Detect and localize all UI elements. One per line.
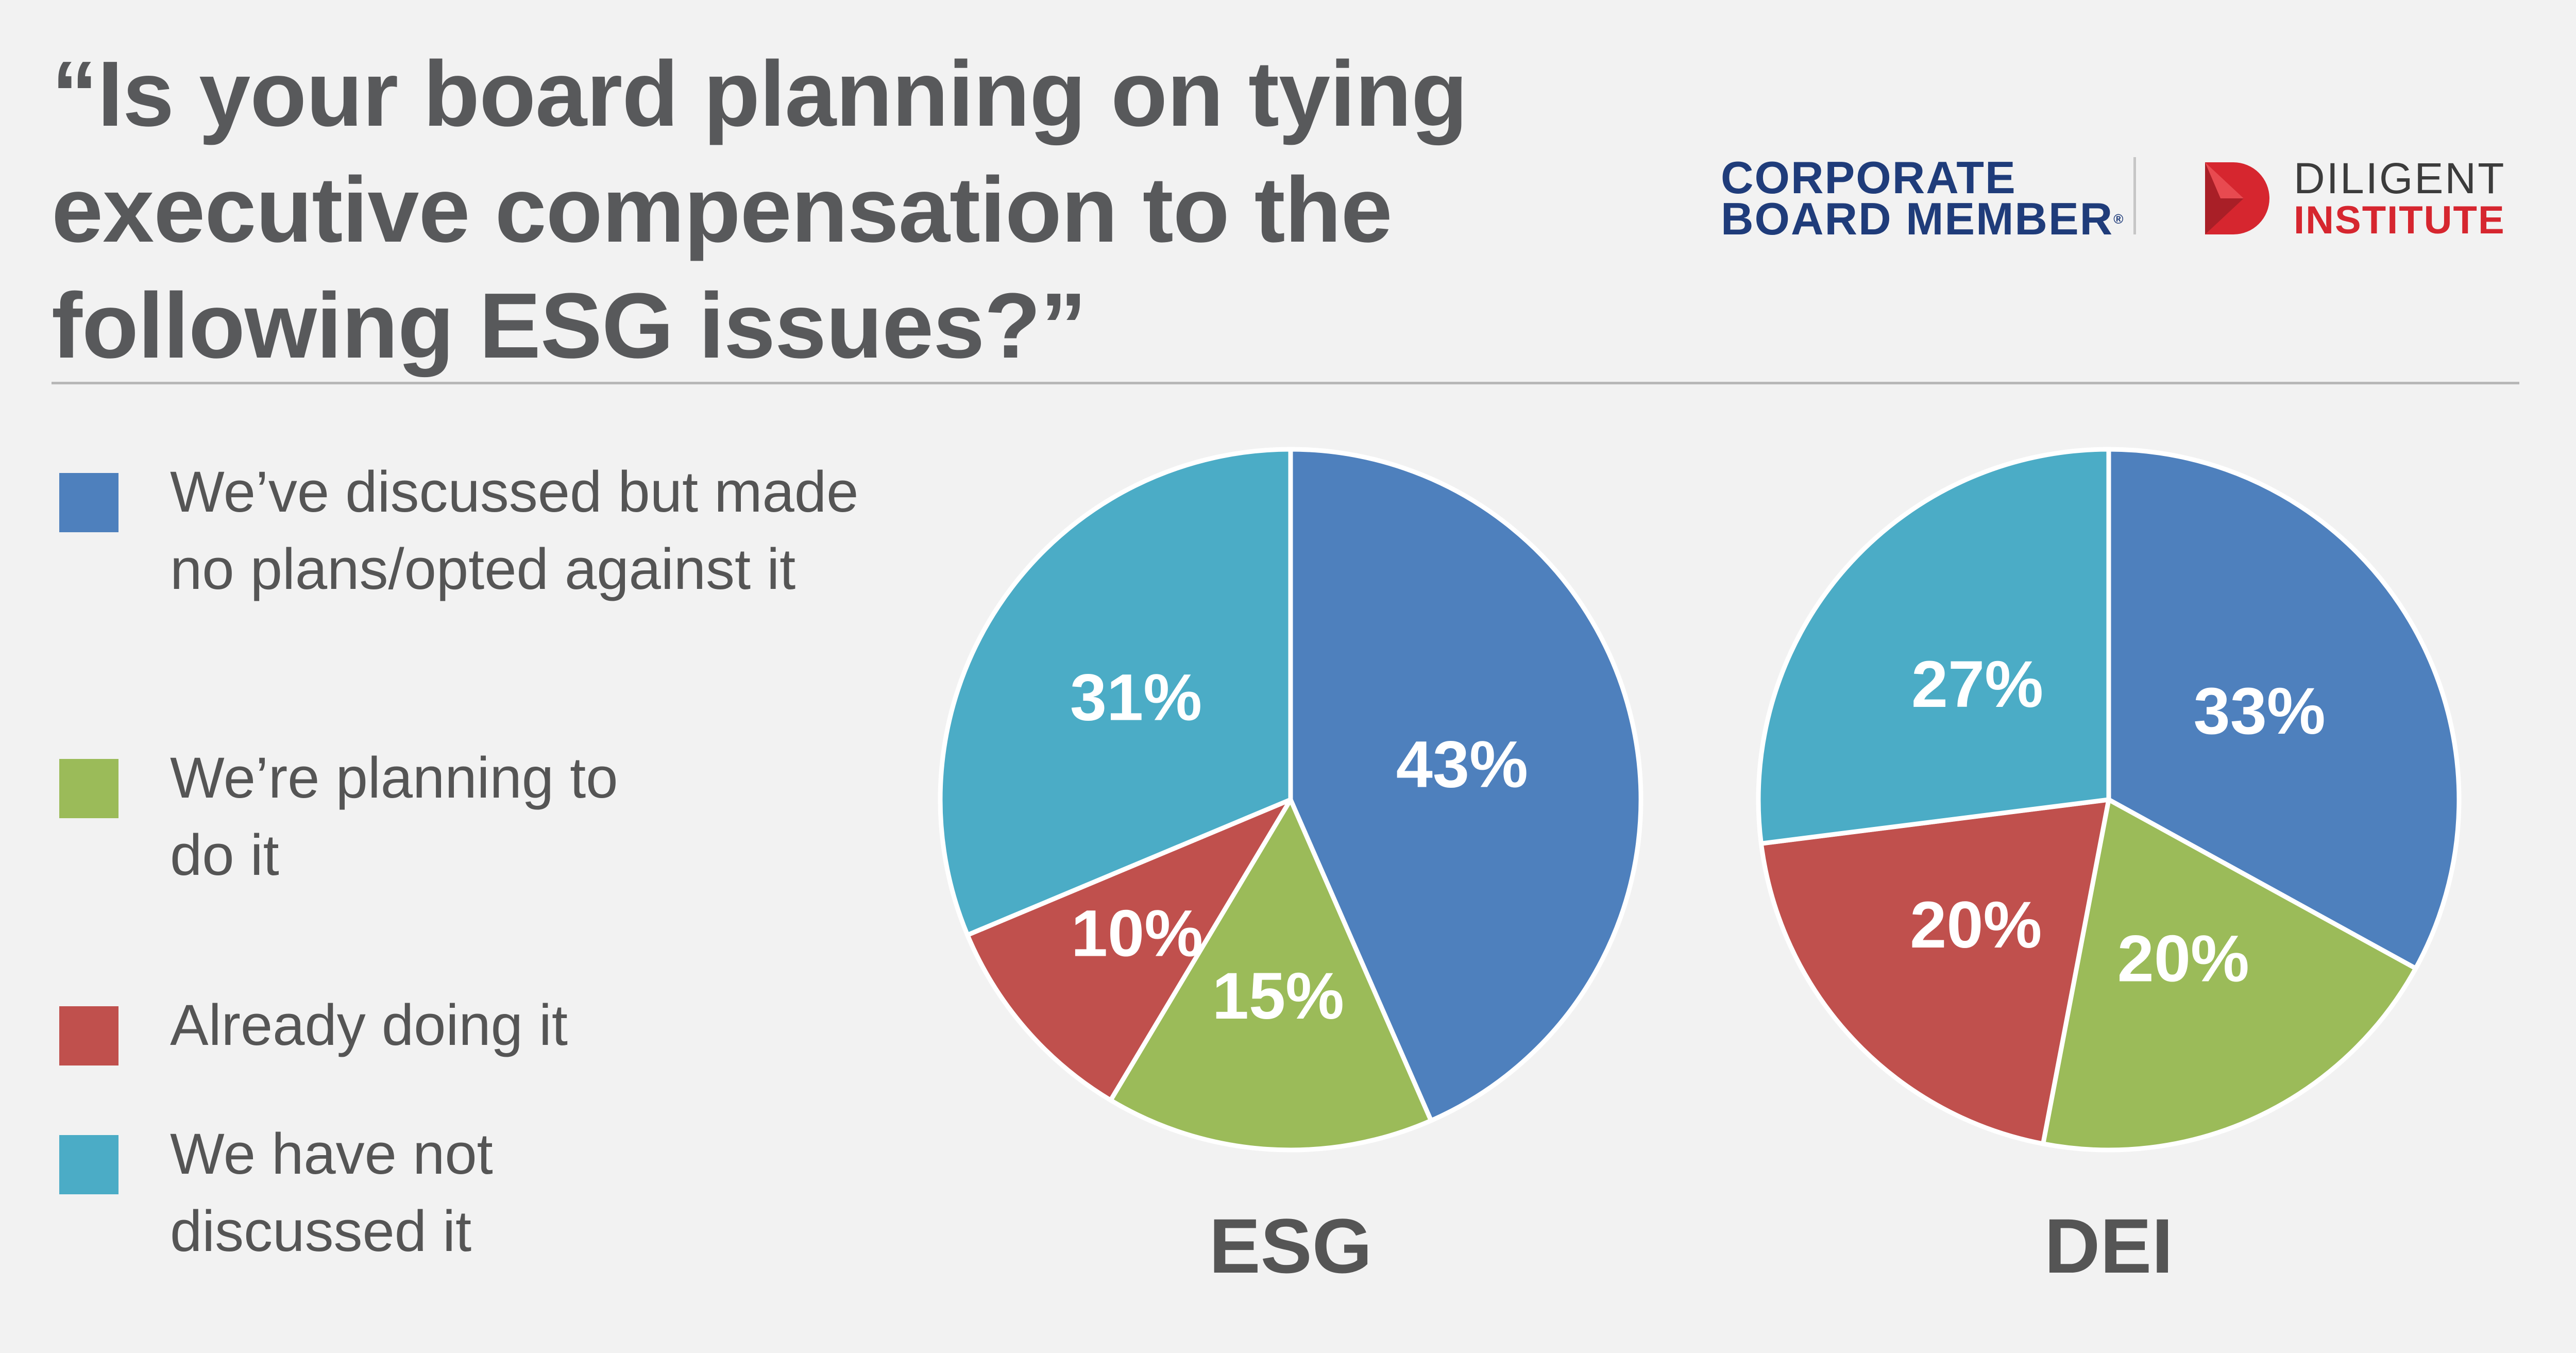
esg-pie-title: ESG [1209, 1203, 1372, 1289]
esg-slice-0 [1288, 447, 1643, 1123]
dei-slice-0 [2106, 447, 2462, 971]
registered-mark: ® [2113, 211, 2125, 227]
corporate-board-member-logo: CORPORATE BOARD MEMBER® [1721, 152, 2125, 242]
dei-data-label-0: 33% [2194, 674, 2326, 748]
esg-slice-1 [1108, 797, 1434, 1153]
legend-label: We have not discussed it [170, 1122, 493, 1263]
dei-slice-2 [1758, 797, 2111, 1146]
dei-data-label-3: 27% [1911, 648, 2043, 721]
cbm-line2: BOARD MEMBER [1721, 193, 2114, 244]
cbm-line1: CORPORATE [1721, 152, 2016, 203]
diligent-d-logo-icon [2205, 162, 2269, 234]
legend-swatch [59, 759, 118, 818]
esg-data-label-1: 15% [1212, 959, 1344, 1033]
esg-data-label-2: 10% [1071, 897, 1203, 970]
dei-slice-3 [1756, 447, 2111, 846]
diligent-line2: INSTITUTE [2294, 198, 2505, 242]
esg-data-label-3: 31% [1070, 661, 1202, 734]
legend-label: We’re planning to do it [170, 746, 618, 887]
esg-slice-2 [965, 797, 1293, 1103]
esg-pie: 43% 15%10% 31% ESG [938, 447, 1643, 1289]
legend-label: Already doing it [170, 993, 568, 1057]
logo-divider [2133, 157, 2136, 234]
dei-pie-title: DEI [2044, 1203, 2173, 1289]
legend-label: We’ve discussed but made no plans/opted … [170, 460, 859, 601]
legend-swatch [59, 1006, 118, 1066]
logos: CORPORATE BOARD MEMBER® DILIGENT INSTITU… [1721, 155, 2524, 247]
legend-swatch [59, 473, 118, 532]
diligent-line1: DILIGENT [2294, 154, 2506, 202]
esg-data-label-0: 43% [1396, 728, 1528, 801]
dei-data-label-1: 20% [2117, 922, 2249, 996]
diligent-institute-logo: DILIGENT INSTITUTE [2294, 157, 2505, 242]
page-title: “Is your board planning on tying executi… [52, 42, 1468, 378]
esg-slice-3 [938, 447, 1293, 938]
title-divider [52, 382, 2519, 384]
dei-pie: 33% 20% 20% 27% DEI [1756, 447, 2462, 1289]
legend-swatch [59, 1135, 118, 1194]
dei-slice-1 [2041, 797, 2418, 1153]
dei-data-label-2: 20% [1910, 888, 2042, 962]
